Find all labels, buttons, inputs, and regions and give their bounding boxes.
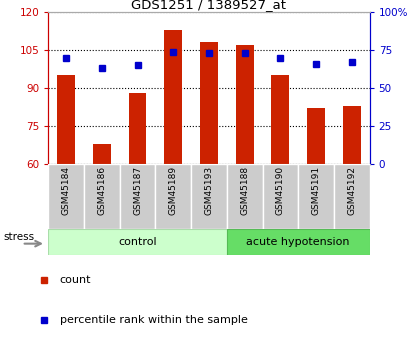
Bar [343, 106, 361, 164]
Text: GSM45192: GSM45192 [347, 166, 356, 215]
Bar [236, 45, 254, 164]
Text: GSM45187: GSM45187 [133, 166, 142, 215]
Bar [57, 75, 75, 164]
Bar [164, 30, 182, 164]
Text: GSM45189: GSM45189 [169, 166, 178, 215]
Bar [84, 164, 120, 229]
Text: control: control [118, 237, 157, 247]
Bar [191, 164, 227, 229]
Title: GDS1251 / 1389527_at: GDS1251 / 1389527_at [131, 0, 286, 11]
Bar [48, 164, 84, 229]
Bar [120, 164, 155, 229]
Bar [334, 164, 370, 229]
Bar [262, 164, 298, 229]
Text: stress: stress [4, 232, 35, 241]
Bar [93, 144, 111, 164]
Bar [271, 75, 289, 164]
Text: GSM45184: GSM45184 [62, 166, 71, 215]
Bar [155, 164, 191, 229]
Text: GSM45188: GSM45188 [240, 166, 249, 215]
Text: percentile rank within the sample: percentile rank within the sample [60, 315, 247, 325]
Bar [200, 42, 218, 164]
Text: GSM45186: GSM45186 [97, 166, 106, 215]
Bar [227, 164, 262, 229]
Bar [307, 108, 325, 164]
Bar [129, 93, 147, 164]
Text: GSM45190: GSM45190 [276, 166, 285, 215]
Bar [227, 229, 370, 255]
Text: GSM45193: GSM45193 [205, 166, 213, 215]
Text: acute hypotension: acute hypotension [247, 237, 350, 247]
Bar [48, 229, 227, 255]
Text: count: count [60, 275, 91, 285]
Bar [298, 164, 334, 229]
Text: GSM45191: GSM45191 [312, 166, 320, 215]
